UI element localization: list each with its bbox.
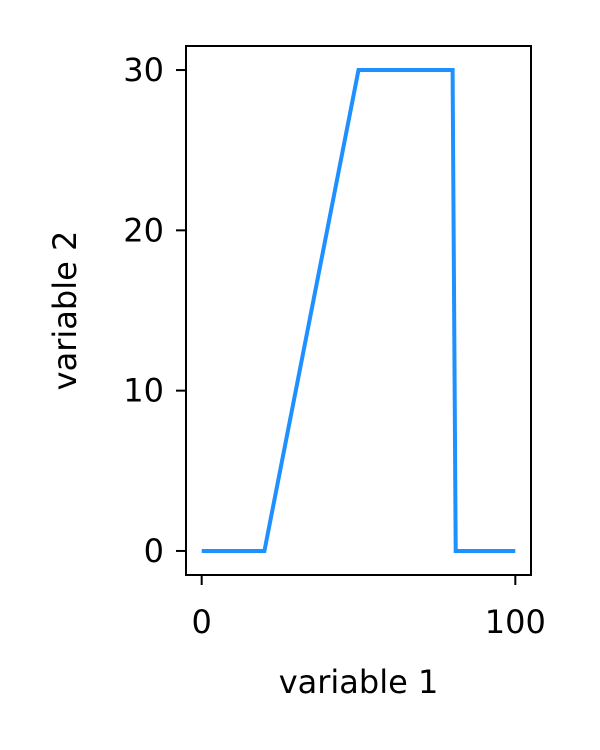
y-tick-label: 0 [144, 532, 164, 570]
y-axis-ticks: 0 10 20 30 [123, 51, 186, 570]
y-tick-label: 20 [123, 211, 164, 249]
series-line [201, 68, 516, 553]
y-tick-label: 30 [123, 51, 164, 89]
y-axis-label: variable 2 [46, 231, 84, 391]
y-tick-label: 10 [123, 372, 164, 410]
x-axis-ticks: 0 100 [192, 575, 546, 641]
plot-area [185, 45, 532, 576]
x-tick-label: 0 [192, 603, 212, 641]
x-axis-label: variable 1 [279, 663, 439, 701]
x-tick-label: 100 [485, 603, 546, 641]
